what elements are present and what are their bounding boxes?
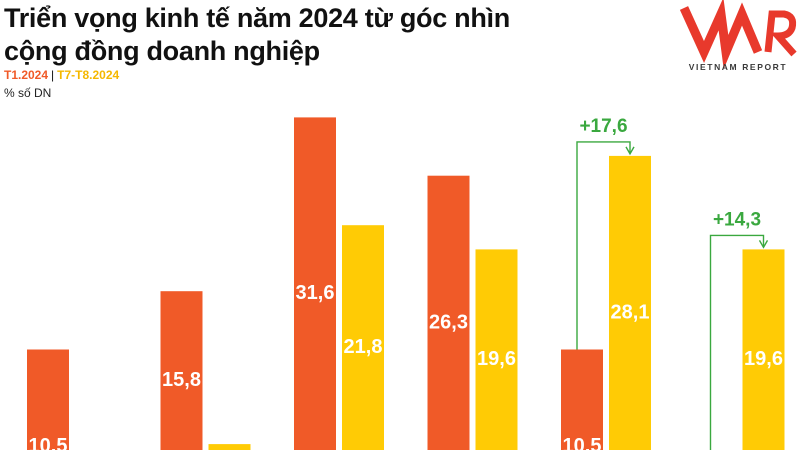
chart-title: Triển vọng kinh tế năm 2024 từ góc nhìn …: [4, 2, 564, 68]
legend-series-2: T7-T8.2024: [57, 68, 120, 82]
bar-t1-4: [561, 349, 603, 450]
value-label-t1-4: 10,5: [563, 435, 602, 450]
logo-subtitle: VIETNAM REPORT: [688, 62, 788, 72]
bar-t7t8-4: [609, 155, 651, 450]
value-label-t7t8-2: 21,8: [344, 336, 383, 358]
title-line-1: Triển vọng kinh tế năm 2024 từ góc nhìn: [4, 3, 510, 33]
vnr-logo: [679, 0, 797, 70]
value-label-t1-2: 31,6: [296, 282, 335, 304]
bar-t7t8-1: [208, 444, 251, 450]
delta-arrowhead-1: [758, 240, 769, 249]
legend-series-1: T1.2024: [4, 68, 49, 82]
delta-label-1: +14,3: [713, 209, 761, 230]
bar-t1-2: [294, 117, 336, 450]
legend-separator: |: [51, 68, 55, 82]
value-label-t1-0: 10,5: [29, 435, 68, 450]
value-label-t7t8-3: 19,6: [477, 348, 516, 370]
bar-t7t8-3: [475, 249, 518, 450]
value-label-t1-3: 26,3: [429, 311, 468, 333]
bar-t7t8-2: [342, 225, 384, 450]
bar-t7t8-5: [742, 249, 785, 450]
bar-t1-0: [27, 349, 69, 450]
value-label-t1-1: 15,8: [162, 369, 201, 391]
legend: T1.2024 | T7-T8.2024: [4, 68, 119, 82]
value-label-t7t8-4: 28,1: [611, 301, 650, 323]
delta-arrow-1: [709, 234, 765, 450]
delta-arrow-0: [576, 141, 631, 350]
value-label-t7t8-5: 19,6: [744, 348, 783, 370]
bar-t1-1: [160, 291, 203, 450]
delta-label-0: +17,6: [579, 116, 627, 137]
unit-label: % số DN: [4, 86, 52, 100]
vnr-logo-icon: [679, 0, 797, 70]
title-line-2: cộng đồng doanh nghiệp: [4, 36, 320, 66]
delta-arrowhead-0: [625, 146, 635, 156]
bar-t1-3: [427, 175, 470, 450]
